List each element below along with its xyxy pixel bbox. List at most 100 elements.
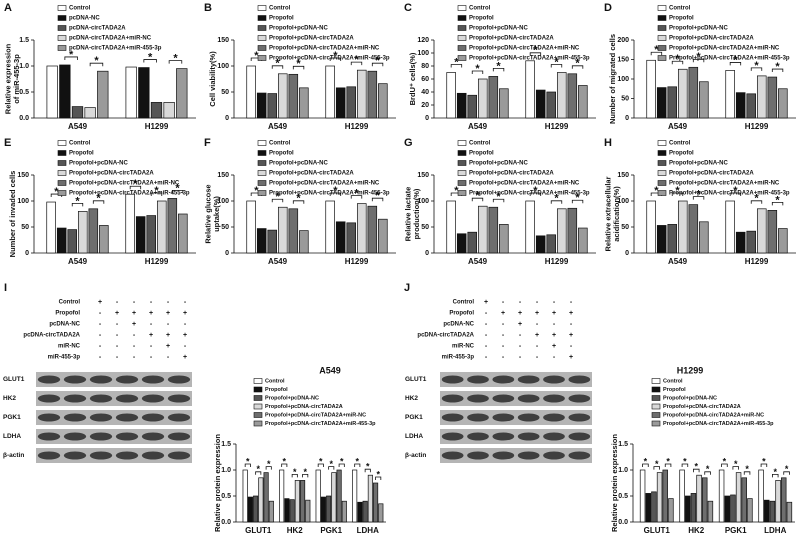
- treatment-sign: -: [519, 354, 522, 361]
- legend-swatch: [253, 403, 263, 410]
- blot-band: [467, 432, 489, 441]
- legend-label: Propofol: [269, 151, 294, 157]
- legend-swatch: [457, 45, 467, 51]
- y-tick-label: 0: [625, 115, 629, 122]
- bar: [696, 474, 702, 523]
- significance-bracket: [693, 468, 700, 473]
- bar: [556, 208, 567, 254]
- legend-label: Propofol+pcDNA-circTADA2A: [669, 171, 754, 177]
- bar: [246, 65, 256, 119]
- y-tick-label: 120: [417, 37, 429, 44]
- bar: [645, 493, 651, 523]
- legend-label: Propofol+pcDNA-circTADA2A: [269, 171, 354, 177]
- significance-bracket: [150, 192, 163, 196]
- bar: [546, 91, 557, 119]
- bar: [667, 86, 678, 119]
- significance-star: *: [496, 191, 501, 203]
- significance-bracket: [760, 463, 768, 467]
- blot-band: [543, 413, 565, 422]
- significance-bracket: [338, 463, 345, 467]
- legend-swatch: [651, 378, 661, 384]
- x-tick-label: HK2: [688, 526, 705, 535]
- blot-band: [568, 375, 591, 384]
- bar: [699, 81, 709, 119]
- legend-swatch: [457, 190, 467, 196]
- legend-label: Propofol+pcDNA-circTADA2A: [69, 171, 154, 177]
- treatment-sign: -: [99, 321, 102, 328]
- legend-label: Propofol+pcDNA-circTADA2A+miR-455-3p: [469, 56, 590, 62]
- legend-label: pcDNA-NC: [69, 16, 100, 22]
- significance-star: *: [133, 178, 138, 190]
- bar: [769, 500, 776, 523]
- significance-bracket: [471, 70, 484, 74]
- significance-star: *: [575, 192, 580, 204]
- bar: [331, 472, 337, 523]
- treatment-sign: +: [552, 343, 556, 350]
- bar: [253, 495, 259, 523]
- x-tick-label: A549: [668, 257, 688, 266]
- bar: [67, 229, 78, 254]
- significance-star: *: [754, 193, 759, 205]
- bar: [535, 235, 546, 254]
- significance-star: *: [775, 194, 780, 206]
- significance-star: *: [734, 459, 738, 469]
- bar: [488, 76, 499, 119]
- bar: [546, 234, 557, 254]
- bar: [741, 477, 747, 523]
- significance-star: *: [654, 44, 659, 56]
- y-tick-label: 0: [225, 115, 229, 122]
- bar: [786, 501, 793, 523]
- significance-star: *: [733, 54, 738, 66]
- treatment-label: miR-NC: [58, 344, 81, 350]
- bar: [163, 102, 175, 119]
- treatment-sign: +: [535, 310, 539, 317]
- bar: [667, 224, 678, 254]
- legend-swatch: [657, 160, 667, 166]
- blot-band: [37, 394, 61, 403]
- legend-swatch: [57, 140, 67, 146]
- bar: [99, 225, 109, 254]
- significance-star: *: [785, 464, 789, 474]
- blot-band: [89, 394, 113, 403]
- significance-star: *: [54, 186, 59, 198]
- legend-swatch: [457, 140, 467, 146]
- x-tick-label: H1299: [745, 257, 769, 266]
- bar: [356, 203, 367, 254]
- significance-bracket: [492, 68, 505, 72]
- bar: [288, 73, 299, 119]
- blot-band: [115, 451, 139, 460]
- significance-star: *: [475, 63, 480, 75]
- significance-bracket: [329, 57, 342, 61]
- legend-label: Propofol+pcDNA-circTADA2A+miR-NC: [69, 181, 180, 187]
- legend-label: Control: [269, 6, 291, 12]
- blot-label: LDHA: [3, 433, 21, 440]
- bar: [284, 498, 290, 523]
- legend-swatch: [657, 45, 667, 51]
- bar: [352, 469, 358, 523]
- bar: [662, 469, 668, 523]
- significance-bracket: [89, 62, 104, 67]
- y-tick-label: 150: [617, 172, 629, 179]
- blot-band: [543, 394, 565, 403]
- legend-label: Propofol+pcDNA-circTADA2A+miR-NC: [269, 181, 380, 187]
- legend-swatch: [651, 386, 661, 393]
- bar: [651, 491, 657, 523]
- bar: [336, 469, 342, 523]
- bar: [135, 216, 146, 254]
- bar: [567, 207, 578, 254]
- y-tick-label: 50: [21, 224, 29, 231]
- y-tick-label: 1.5: [618, 441, 628, 448]
- legend-swatch: [57, 15, 67, 21]
- treatment-sign: -: [133, 332, 136, 339]
- legend-swatch: [257, 55, 267, 61]
- y-tick-label: 0: [625, 250, 629, 257]
- bar: [525, 60, 535, 119]
- legend-swatch: [457, 25, 467, 31]
- bar: [150, 102, 163, 119]
- blot-band: [167, 451, 191, 460]
- bar: [758, 469, 764, 523]
- y-axis-label: Relative expression: [4, 43, 13, 114]
- blot-label: β-actin: [3, 452, 24, 459]
- bar: [679, 469, 685, 523]
